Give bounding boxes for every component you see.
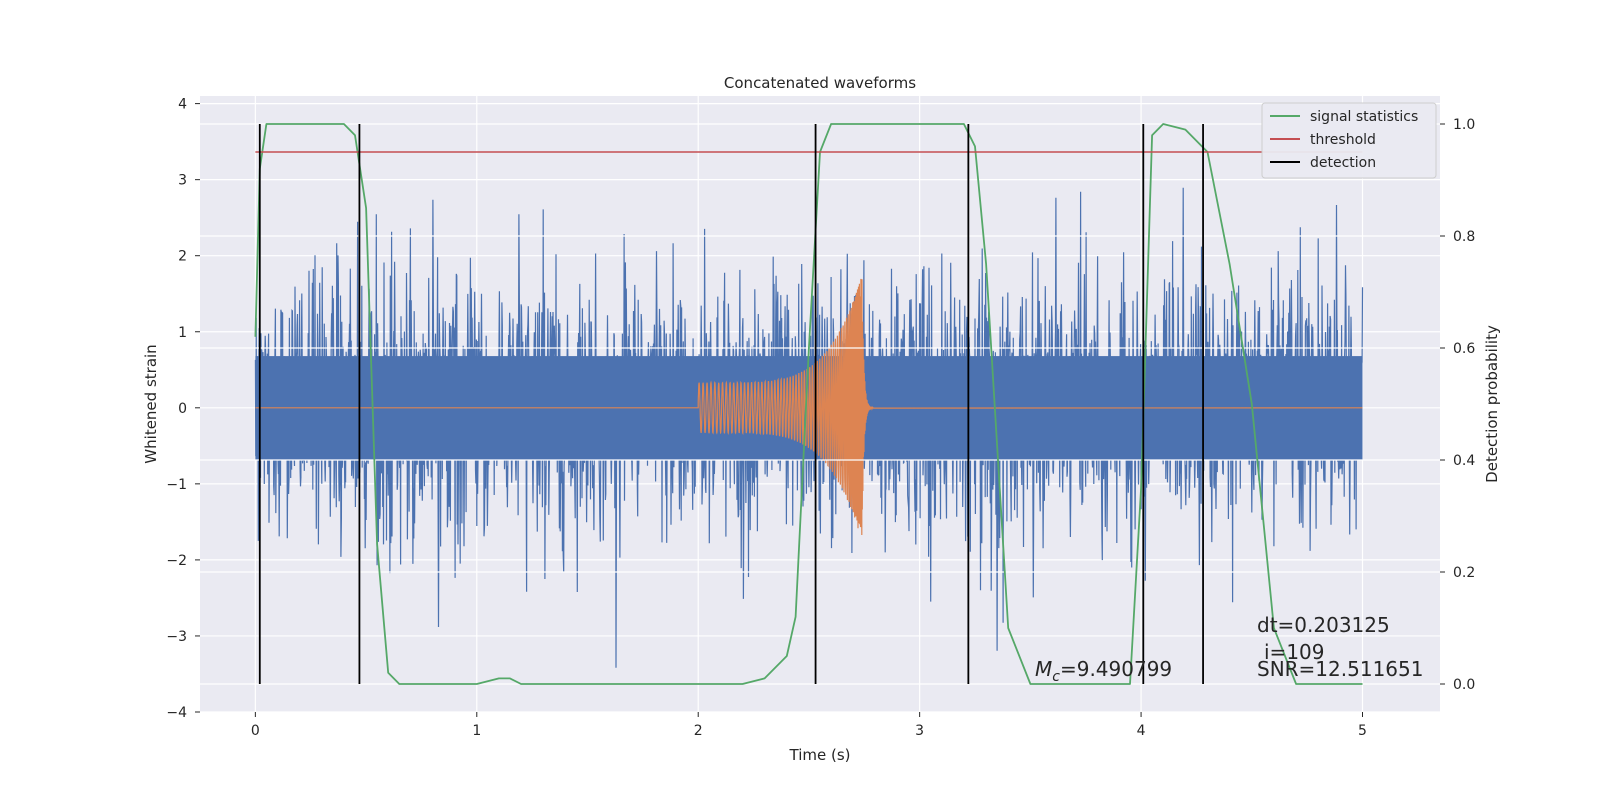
axes: 0 1 2 3 4 5 −4 −3 −2 −1 0 1 2 3 4 0.0 0.2 0.4 0.6 0.8 1.0 [166, 97, 1475, 739]
y-tick-label-left: 0 [178, 401, 187, 417]
y-tick-label-left: 3 [178, 173, 187, 189]
legend-label-signal-statistics: signal statistics [1310, 109, 1418, 125]
x-tick-label: 0 [251, 723, 260, 739]
y-tick-label-right: 0.2 [1453, 565, 1475, 581]
y-tick-label-right: 0.0 [1453, 677, 1475, 693]
x-axis-label: Time (s) [789, 746, 851, 764]
mc-symbol: M [1035, 657, 1052, 681]
y-tick-label-left: −4 [166, 705, 187, 721]
legend-label-detection: detection [1310, 155, 1376, 171]
x-tick-label: 5 [1358, 723, 1367, 739]
y-tick-label-right: 1.0 [1453, 117, 1475, 133]
y-axis-label-left: Whitened strain [142, 344, 160, 463]
y-axis-label-right: Detection probability [1483, 325, 1501, 483]
x-tick-label: 3 [915, 723, 924, 739]
x-tick-label: 2 [694, 723, 703, 739]
y-tick-label-left: −2 [166, 553, 187, 569]
dt-annotation: dt=0.203125 [1257, 613, 1390, 637]
chirp-waveform-line [255, 278, 1363, 536]
strain-noise-line [254, 187, 1364, 668]
signal-statistics-line [254, 123, 1363, 685]
y-tick-label-right: 0.4 [1453, 453, 1475, 469]
y-tick-label-left: −1 [166, 477, 187, 493]
mc-subscript: c [1052, 669, 1060, 685]
y-tick-label-right: 0.6 [1453, 341, 1475, 357]
x-tick-label: 1 [472, 723, 481, 739]
legend-box [1261, 102, 1437, 179]
data-layer [200, 123, 1440, 685]
legend: signal statistics threshold detection [1261, 102, 1437, 179]
y-tick-label-left: 4 [178, 97, 187, 113]
mc-annotation: Mc=9.490799 [1035, 657, 1172, 685]
mc-value: =9.490799 [1060, 657, 1172, 681]
y-tick-label-left: −3 [166, 629, 187, 645]
chart-title: Concatenated waveforms [724, 74, 916, 92]
legend-label-threshold: threshold [1310, 132, 1376, 148]
y-tick-label-left: 1 [178, 325, 187, 341]
snr-annotation: SNR=12.511651 [1257, 657, 1423, 681]
y-tick-label-right: 0.8 [1453, 229, 1475, 245]
x-tick-label: 4 [1137, 723, 1146, 739]
i-annotation: i=109 [1264, 640, 1325, 664]
y-tick-label-left: 2 [178, 249, 187, 265]
